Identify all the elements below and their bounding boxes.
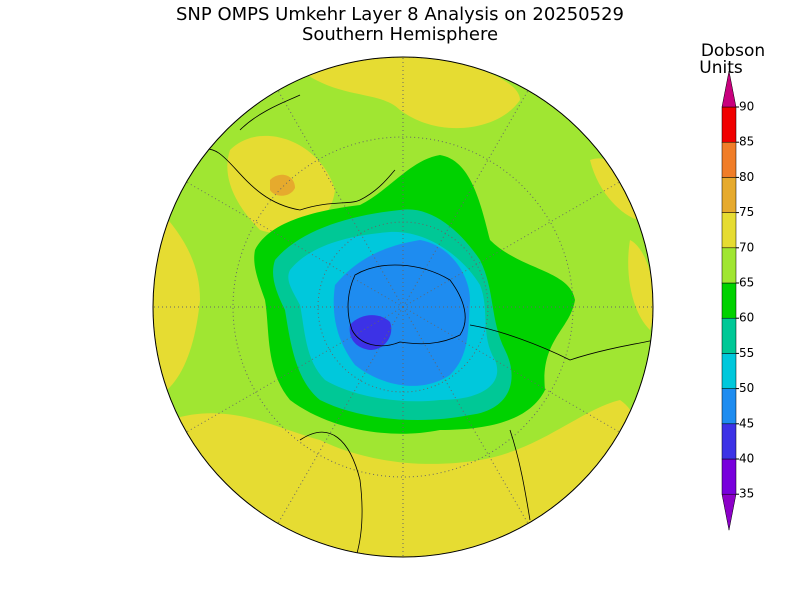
colorbar-tick-label: 45 <box>739 416 754 430</box>
colorbar-tick-label: 60 <box>739 311 754 325</box>
contour-region <box>153 200 200 400</box>
contour-region <box>590 158 640 220</box>
colorbar-tick-label: 80 <box>739 170 754 184</box>
meridian <box>177 176 404 308</box>
globe-outline <box>152 56 654 558</box>
colorbar-segment <box>721 282 737 319</box>
colorbar-tick-label: 75 <box>739 205 754 219</box>
coastline <box>509 429 531 521</box>
colorbar-tick-label: 90 <box>739 100 754 114</box>
colorbar-tick-label: 55 <box>739 346 754 360</box>
colorbar-extension <box>721 70 737 108</box>
contour-region <box>170 400 638 557</box>
colorbar-segment <box>721 353 737 389</box>
colorbar-segment <box>721 141 737 178</box>
colorbar: 35 40 45 50 55 60 65 70 75 80 85 90 <box>721 70 754 531</box>
colorbar-segment <box>721 106 737 143</box>
meridian <box>177 306 404 438</box>
colorbar-extension <box>721 493 737 531</box>
colorbar-tick-label: 65 <box>739 276 754 290</box>
colorbar-tick-label: 40 <box>739 452 754 466</box>
meridian <box>272 81 404 308</box>
meridian <box>402 176 629 308</box>
colorbar-tick-label: 50 <box>739 381 754 395</box>
map <box>153 57 653 557</box>
latitude-circle <box>232 136 574 478</box>
meridian <box>272 306 404 533</box>
colorbar-segment <box>721 247 737 284</box>
coastline <box>199 94 396 211</box>
colorbar-tick-label: 35 <box>739 487 754 501</box>
contour-region <box>300 57 520 129</box>
colorbar-tick-label: 70 <box>739 240 754 254</box>
meridian <box>402 306 534 533</box>
colorbar-tick-label: 85 <box>739 135 754 149</box>
subtitle: Southern Hemisphere <box>302 24 498 45</box>
colorbar-segment <box>721 177 737 213</box>
colorbar-label: Units <box>699 58 743 78</box>
colorbar-segment <box>721 458 737 495</box>
title: SNP OMPS Umkehr Layer 8 Analysis on 2025… <box>176 4 624 25</box>
colorbar-segment <box>721 423 737 460</box>
colorbar-label: Dobson <box>701 41 765 61</box>
coastline <box>299 431 363 557</box>
coastline <box>347 264 466 347</box>
colorbar-segment <box>721 212 737 249</box>
contour-region <box>349 315 392 350</box>
meridian <box>402 306 629 438</box>
colorbar-segment <box>721 317 737 354</box>
contour-region <box>270 174 295 196</box>
meridian <box>402 81 534 308</box>
colorbar-segment <box>721 388 737 425</box>
coastline <box>469 324 653 361</box>
